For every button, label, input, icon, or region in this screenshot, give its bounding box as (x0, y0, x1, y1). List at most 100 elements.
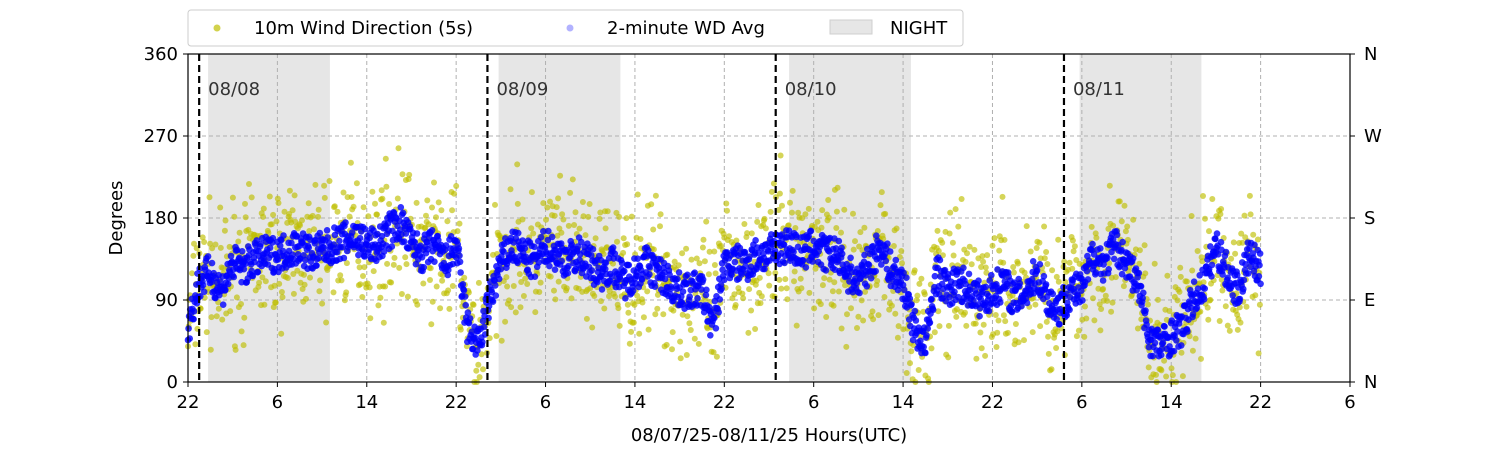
wind-5s-point (598, 298, 604, 305)
wind-2min-point (638, 276, 646, 283)
wind-5s-point (1045, 333, 1052, 340)
wind-5s-point (654, 305, 661, 312)
wind-2min-point (741, 248, 749, 256)
wind-2min-point (462, 301, 470, 309)
wind-5s-point (227, 308, 234, 315)
wind-5s-point (921, 291, 928, 298)
wind-5s-point (580, 213, 587, 220)
wind-2min-point (960, 264, 967, 272)
wind-2min-point (799, 257, 807, 264)
wind-5s-point (555, 278, 562, 285)
wind-5s-point (999, 193, 1006, 200)
wind-5s-point (920, 308, 927, 315)
wind-2min-point (1053, 315, 1060, 323)
wind-5s-point (1120, 283, 1127, 290)
wind-2min-point (1140, 289, 1147, 297)
wind-5s-point (221, 227, 228, 234)
wind-2min-point (951, 288, 958, 296)
wind-5s-point (620, 249, 627, 256)
wind-5s-point (259, 274, 266, 281)
wind-2min-point (598, 286, 606, 293)
wind-5s-point (273, 218, 280, 225)
x-tick-label: 6 (540, 392, 551, 413)
wind-2min-point (514, 229, 522, 237)
wind-2min-point (1113, 231, 1121, 239)
wind-5s-point (966, 243, 973, 250)
wind-5s-point (1091, 317, 1098, 324)
wind-5s-point (637, 236, 644, 242)
wind-5s-point (279, 294, 286, 301)
wind-5s-point (710, 349, 717, 356)
wind-2min-point (1189, 311, 1197, 318)
wind-5s-point (696, 260, 703, 267)
wind-5s-point (231, 213, 238, 220)
wind-2min-point (266, 244, 274, 252)
wind-2min-point (1143, 321, 1150, 329)
wind-2min-point (411, 238, 419, 246)
wind-5s-point (1153, 371, 1159, 378)
wind-5s-point (242, 200, 248, 207)
wind-5s-point (604, 208, 611, 215)
wind-5s-point (1053, 345, 1060, 351)
wind-5s-point (444, 218, 451, 225)
wind-5s-point (1204, 304, 1211, 311)
wind-5s-point (992, 312, 999, 318)
wind-5s-point (361, 264, 368, 271)
wind-2min-point (1056, 320, 1063, 328)
wind-2min-point (691, 269, 698, 277)
y2-tick-label: E (1364, 290, 1375, 311)
wind-5s-point (536, 289, 543, 295)
wind-2min-point (531, 243, 538, 251)
wind-5s-point (793, 322, 800, 329)
wind-2min-point (608, 273, 616, 280)
wind-5s-point (805, 205, 812, 212)
wind-5s-point (1145, 301, 1151, 308)
wind-5s-point (306, 228, 313, 234)
wind-5s-point (1155, 296, 1161, 303)
wind-5s-point (669, 346, 675, 353)
wind-5s-point (246, 181, 252, 187)
wind-5s-point (262, 278, 269, 285)
wind-5s-point (384, 260, 391, 267)
wind-2min-point (1242, 261, 1249, 268)
wind-2min-point (366, 234, 373, 242)
wind-5s-point (350, 203, 357, 210)
wind-2min-point (900, 269, 907, 277)
wind-5s-point (1215, 215, 1222, 222)
wind-5s-point (1198, 355, 1204, 362)
wind-5s-point (278, 289, 285, 295)
wind-5s-point (367, 315, 374, 322)
wind-2min-point (719, 266, 726, 274)
wind-5s-point (792, 225, 799, 231)
day-label: 08/09 (496, 79, 548, 100)
wind-5s-point (1163, 373, 1170, 380)
wind-2min-point (865, 261, 873, 269)
wind-5s-point (435, 199, 442, 206)
wind-5s-point (1142, 270, 1149, 277)
wind-2min-point (355, 251, 362, 259)
wind-5s-point (1041, 223, 1048, 230)
wind-5s-point (664, 251, 671, 258)
wind-5s-point (701, 258, 708, 265)
wind-5s-point (206, 194, 213, 201)
wind-2min-point (1246, 245, 1253, 252)
wind-5s-point (826, 276, 833, 283)
wind-2min-point (444, 271, 452, 279)
wind-5s-point (543, 216, 549, 223)
wind-5s-point (1199, 258, 1206, 265)
wind-5s-point (963, 322, 970, 329)
wind-2min-point (645, 247, 652, 254)
wind-5s-point (414, 301, 421, 308)
wind-5s-point (614, 238, 620, 245)
wind-2min-point (1033, 267, 1041, 274)
wind-5s-point (1015, 339, 1022, 346)
wind-5s-point (898, 248, 905, 254)
wind-2min-point (1170, 347, 1178, 355)
wind-5s-point (823, 314, 830, 320)
wind-5s-point (964, 250, 970, 257)
wind-2min-point (313, 262, 320, 269)
wind-2min-point (809, 258, 816, 265)
wind-5s-point (360, 204, 367, 211)
wind-5s-point (766, 282, 773, 289)
wind-2min-point (679, 288, 687, 295)
